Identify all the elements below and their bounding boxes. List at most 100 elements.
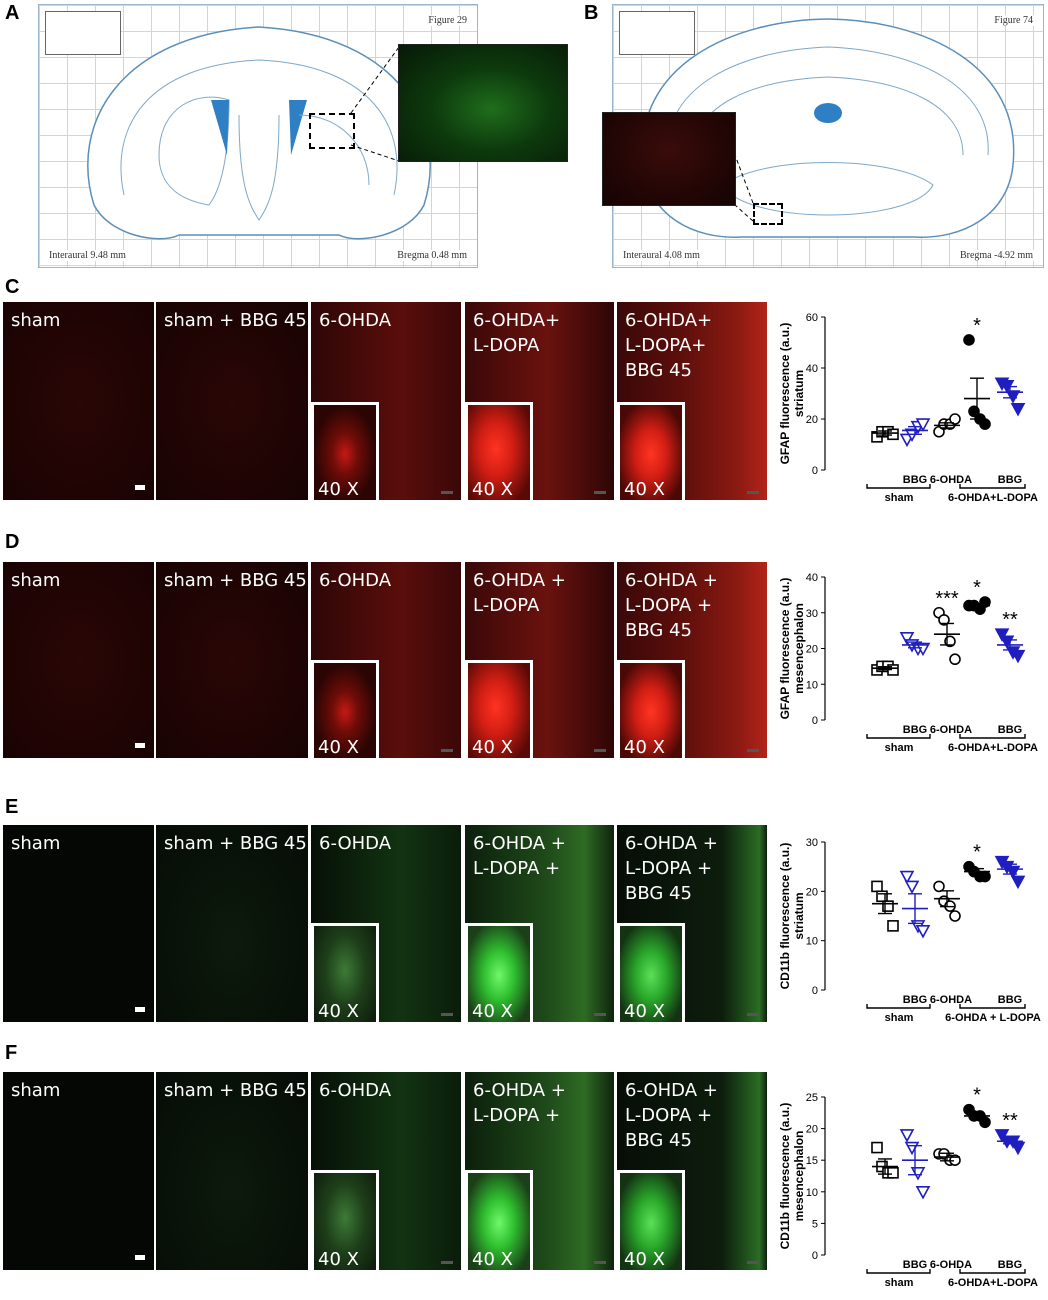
y-tick-label: 5: [812, 1218, 818, 1230]
micrograph-f-3: 6-OHDA 40 X: [311, 1072, 461, 1270]
y-tick-label: 30: [806, 837, 818, 849]
scale-bar-marker: [441, 491, 453, 494]
data-point: [887, 920, 899, 932]
data-point: [887, 1167, 899, 1179]
micrograph-label: sham: [11, 310, 61, 331]
micrograph-label: sham: [11, 833, 61, 854]
data-point: [979, 418, 991, 430]
coronal-section-drawing-a: [87, 26, 431, 240]
y-axis-label: CD11b fluorescence (a.u.)mesencephalon: [778, 1103, 806, 1250]
y-tick-label: 0: [812, 715, 818, 727]
x-category-label: 6-OHDA: [930, 994, 972, 1006]
micrograph-label: sham + BBG 45: [164, 570, 307, 591]
scale-bar-marker: [747, 491, 759, 494]
group-bracket-treatment: [959, 484, 1026, 489]
data-point: [882, 900, 894, 912]
micrograph-label: 6-OHDA + L-DOPA +: [473, 833, 566, 879]
micrograph-e-2: sham + BBG 45: [156, 825, 308, 1022]
x-group-label-treatment: 6-OHDA + L-DOPA: [945, 1012, 1041, 1024]
inset-40x: 40 X: [465, 1170, 533, 1270]
micrograph-e-4: 6-OHDA + L-DOPA + 40 X: [465, 825, 614, 1022]
significance-marker: **: [1002, 1110, 1018, 1132]
data-point: [1010, 875, 1026, 890]
micrograph-label: 6-OHDA+ L-DOPA+ BBG 45: [625, 310, 713, 381]
micrograph-c-5: 6-OHDA+ L-DOPA+ BBG 45 40 X: [617, 302, 767, 500]
scale-bar: [135, 485, 145, 490]
micrograph-label: sham + BBG 45: [164, 1080, 307, 1101]
micrograph-d-1: sham: [3, 562, 154, 758]
inset-40x: 40 X: [311, 660, 379, 758]
x-category-label: BBG: [998, 474, 1022, 486]
data-point: [949, 413, 961, 425]
micrograph-label: 6-OHDA: [319, 310, 392, 331]
data-point: [979, 1116, 991, 1129]
data-point: [1010, 403, 1026, 417]
scale-bar-marker: [594, 749, 606, 752]
micrograph-e-1: sham: [3, 825, 154, 1022]
scale-bar-marker: [441, 749, 453, 752]
panel-label-f: F: [5, 1042, 18, 1064]
group-bracket-treatment: [959, 1269, 1026, 1274]
scale-bar-marker: [747, 1261, 759, 1264]
inset-magnification-label: 40 X: [472, 1249, 513, 1270]
data-point: [1010, 1141, 1026, 1156]
data-point: [871, 1141, 883, 1154]
micrograph-label: 6-OHDA + L-DOPA + BBG 45: [625, 1080, 718, 1151]
scale-bar: [135, 743, 145, 748]
data-point: [949, 653, 961, 666]
y-tick-label: 20: [806, 1124, 818, 1136]
inset-magnification-label: 40 X: [472, 479, 513, 500]
micrograph-d-5: 6-OHDA + L-DOPA + BBG 45 40 X: [617, 562, 767, 758]
micrograph-label: 6-OHDA: [319, 570, 392, 591]
y-tick-label: 10: [806, 679, 818, 691]
y-tick-label: 10: [806, 936, 818, 948]
atlas-a-bregma: Bregma 0.48 mm: [395, 250, 469, 261]
x-category-label: 6-OHDA: [930, 1259, 972, 1271]
micrograph-c-2: sham + BBG 45: [156, 302, 308, 500]
y-tick-label: 40: [806, 363, 818, 375]
x-category-label: BBG: [998, 724, 1022, 736]
y-tick-label: 40: [806, 572, 818, 584]
y-tick-label: 0: [812, 465, 818, 477]
x-category-label: BBG: [998, 1259, 1022, 1271]
panel-label-a: A: [5, 2, 20, 24]
micrograph-label: sham + BBG 45: [164, 310, 307, 331]
significance-marker: *: [973, 577, 981, 599]
x-category-label: BBG: [998, 994, 1022, 1006]
atlas-a-interaural: Interaural 9.48 mm: [47, 250, 128, 261]
data-point: [915, 1186, 931, 1200]
roi-box-b: [753, 203, 783, 225]
sagittal-thumbnail-b: [619, 11, 695, 55]
data-point: [899, 1129, 915, 1143]
x-category-label: BBG: [903, 994, 927, 1006]
y-tick-label: 20: [806, 414, 818, 426]
atlas-b-interaural: Interaural 4.08 mm: [621, 250, 702, 261]
micrograph-f-5: 6-OHDA + L-DOPA + BBG 45 40 X: [617, 1072, 767, 1270]
x-group-label-treatment: 6-OHDA+L-DOPA: [948, 492, 1038, 504]
scale-bar-marker: [441, 1013, 453, 1016]
micrograph-f-2: sham + BBG 45: [156, 1072, 308, 1270]
data-point: [938, 614, 950, 626]
x-group-label-sham: sham: [885, 742, 914, 754]
atlas-b-bregma: Bregma -4.92 mm: [957, 250, 1035, 261]
data-point: [887, 428, 899, 441]
micrograph-f-4: 6-OHDA + L-DOPA + 40 X: [465, 1072, 614, 1270]
data-point: [933, 880, 945, 893]
inset-40x: 40 X: [465, 660, 533, 758]
zoom-lines-b: [734, 154, 754, 222]
data-point: [994, 628, 1010, 642]
inset-40x: 40 X: [465, 923, 533, 1022]
group-bracket-sham: [866, 484, 931, 489]
y-tick-label: 20: [806, 644, 818, 656]
sagittal-thumbnail: [45, 11, 121, 55]
x-category-label: 6-OHDA: [930, 724, 972, 736]
x-category-label: BBG: [903, 1259, 927, 1271]
inset-40x: 40 X: [617, 402, 685, 500]
micrograph-c-1: sham: [3, 302, 154, 500]
scale-bar-marker: [594, 1013, 606, 1016]
scale-bar-marker: [747, 749, 759, 752]
micrograph-e-5: 6-OHDA + L-DOPA + BBG 45 40 X: [617, 825, 767, 1022]
scatter-chart-e: 0 10 20 30 CD11b fluorescence (a.u.)striatum…: [775, 830, 1045, 1035]
inset-40x: 40 X: [311, 402, 379, 500]
data-point: [915, 642, 931, 657]
